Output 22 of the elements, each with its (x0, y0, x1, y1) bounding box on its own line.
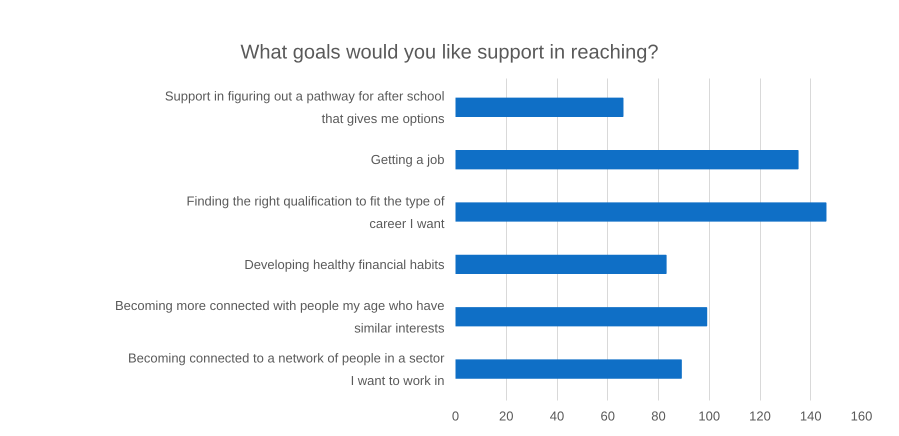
x-tick-label: 0 (452, 408, 460, 424)
x-tick-label: 60 (600, 408, 615, 424)
x-tick-label: 120 (749, 408, 771, 424)
x-tick-label: 20 (499, 408, 514, 424)
y-tick-label: Becoming connected to a network of people in a sector I want to work in (128, 350, 446, 388)
bar (456, 254, 667, 274)
x-tick-label: 100 (698, 408, 720, 424)
bar (456, 202, 826, 222)
x-tick-label: 80 (651, 408, 666, 424)
x-tick-label: 40 (550, 408, 564, 424)
y-tick-label: Getting a job (370, 152, 445, 168)
bar (456, 150, 799, 170)
y-tick-label: Becoming more connected with people my age who have similar interests (114, 298, 445, 336)
y-tick-label: Developing healthy financial habits (244, 256, 445, 272)
bar (456, 359, 682, 379)
x-tick-label: 140 (800, 408, 822, 424)
bar (456, 307, 708, 326)
x-tick-label: 160 (850, 408, 872, 424)
y-tick-label: Support in figuring out a pathway for after school that gives me options (164, 88, 445, 126)
y-tick-label: Finding the right qualification to fit the type of career I want (186, 193, 445, 231)
chart-title: What goals would you like support in reaching? (240, 42, 659, 64)
bar (456, 98, 624, 117)
